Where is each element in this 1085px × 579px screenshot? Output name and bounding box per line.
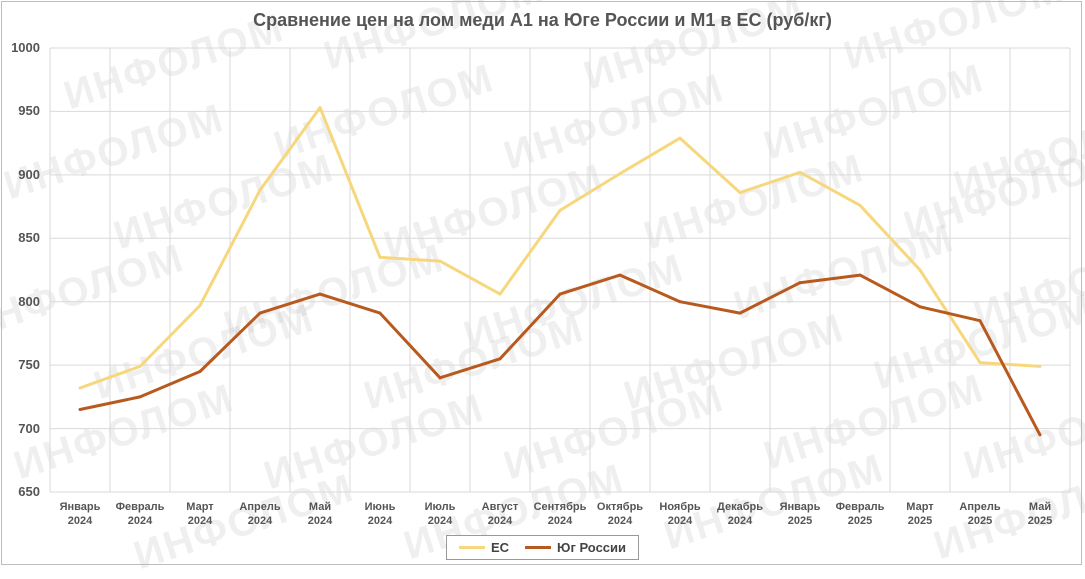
y-tick-label: 700 [18,420,40,436]
x-tick-label: Март 2025 [906,501,934,527]
point-south-russia-2 [198,369,202,373]
point-eu-5 [378,255,382,259]
legend-swatch-eu [458,546,485,549]
point-eu-4 [318,106,322,110]
point-south-russia-4 [318,292,322,296]
x-tick-label: Февраль 2024 [115,501,165,527]
point-eu-3 [258,188,262,192]
point-south-russia-0 [78,408,82,412]
x-tick-label: Апрель 2025 [959,501,1001,527]
point-south-russia-15 [978,319,982,323]
point-eu-16 [1038,364,1042,368]
point-south-russia-7 [498,357,502,361]
point-south-russia-14 [918,305,922,309]
point-south-russia-9 [618,273,622,277]
x-tick-label: Январь 2024 [59,501,101,527]
point-eu-9 [618,172,622,176]
x-tick-label: Июль 2024 [424,501,456,527]
point-south-russia-8 [558,292,562,296]
x-tick-label: Май 2024 [307,501,333,527]
x-tick-label: Август 2024 [481,501,519,527]
series-line-eu [79,106,1041,390]
point-south-russia-13 [858,273,862,277]
legend-item-eu: ЕС [458,540,510,555]
point-eu-11 [738,191,742,195]
x-tick-label: Апрель 2024 [239,501,281,527]
y-tick-label: 900 [18,166,40,182]
legend-item-south-russia: Юг России [525,540,626,555]
legend-swatch-south-russia [525,546,552,549]
x-tick-label: Октябрь 2024 [596,501,644,527]
legend: ЕС Юг России [446,535,639,560]
x-tick-label: Март 2024 [186,501,214,527]
point-south-russia-3 [258,311,262,315]
point-south-russia-10 [678,300,682,304]
x-tick-label: Май 2025 [1027,501,1053,527]
point-eu-15 [978,361,982,365]
point-eu-0 [78,386,82,390]
point-south-russia-6 [438,376,442,380]
legend-label-south-russia: Юг России [557,540,627,555]
point-eu-6 [438,259,442,263]
point-south-russia-16 [1038,433,1042,437]
chart-frame [1,1,1082,565]
y-tick-label: 850 [18,230,40,246]
point-eu-7 [498,292,502,296]
y-tick-label: 750 [18,357,40,373]
point-south-russia-5 [378,311,382,315]
point-eu-2 [198,304,202,308]
chart-title: Сравнение цен на лом меди А1 на Юге Росс… [253,10,832,30]
y-tick-label: 650 [18,484,40,499]
point-eu-12 [798,170,802,174]
x-tick-label: Декабрь 2024 [717,501,763,527]
x-tick-label: Февраль 2025 [835,501,885,527]
legend-label-eu: ЕС [490,540,510,555]
x-tick-label: Сентябрь 2024 [533,501,587,527]
point-eu-13 [858,203,862,207]
series-line-south-russia [79,273,1042,436]
x-tick-label: Июнь 2024 [364,501,396,527]
point-south-russia-12 [798,281,802,285]
point-south-russia-11 [738,311,742,315]
point-eu-8 [558,208,562,212]
point-eu-14 [918,268,922,272]
point-south-russia-1 [138,395,142,399]
y-tick-label: 800 [18,293,40,309]
point-eu-10 [678,136,682,140]
point-eu-1 [138,364,142,368]
x-tick-label: Ноябрь 2024 [659,501,701,527]
y-tick-label: 950 [18,103,40,119]
x-tick-label: Январь 2025 [779,501,821,527]
y-tick-label: 1000 [11,40,40,55]
